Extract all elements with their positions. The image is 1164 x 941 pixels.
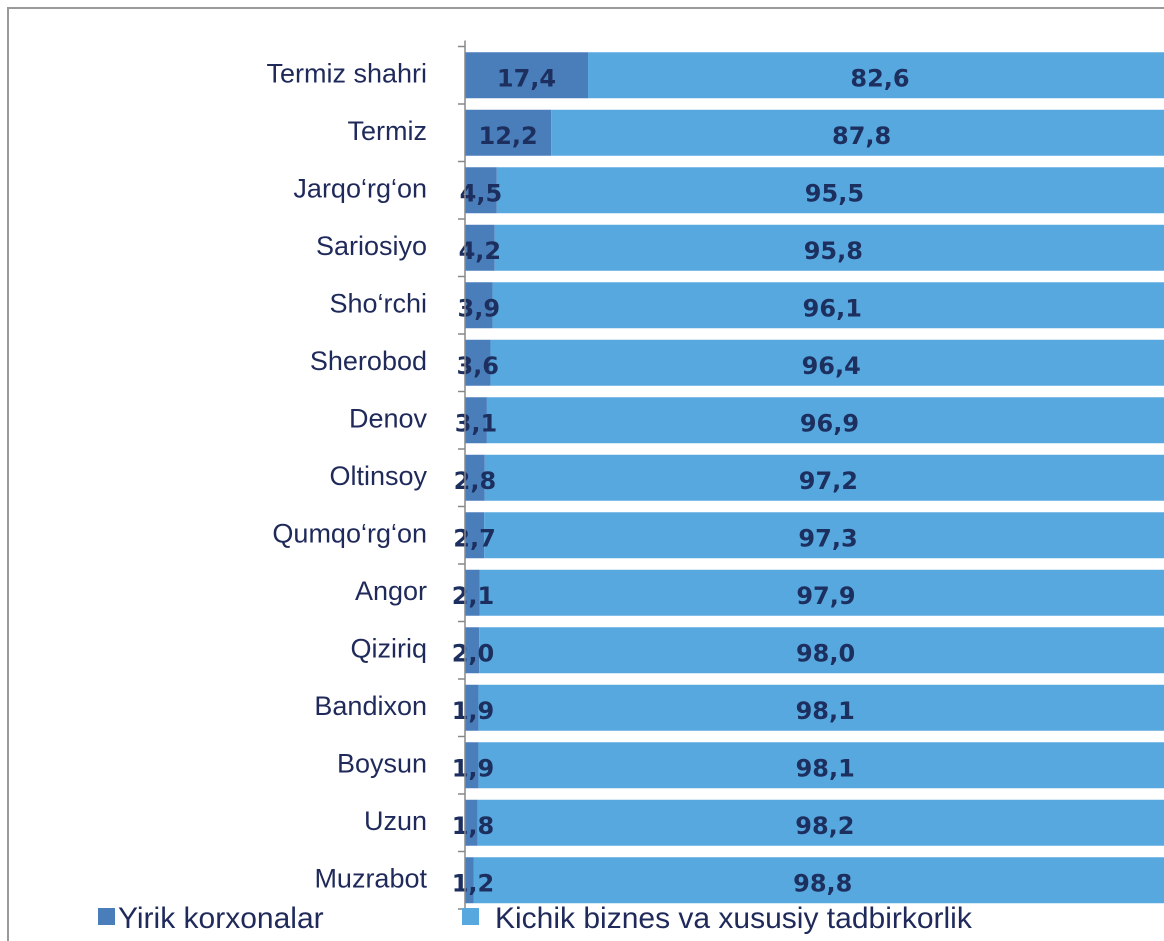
data-label: 1,9 xyxy=(452,754,495,782)
bar xyxy=(492,282,1164,329)
bar xyxy=(478,742,1164,789)
data-label: 87,8 xyxy=(832,122,891,150)
bar xyxy=(465,109,552,156)
bar xyxy=(551,109,1164,156)
bar xyxy=(465,454,485,501)
data-label: 98,8 xyxy=(793,869,852,897)
legend-swatch xyxy=(462,908,479,925)
bar xyxy=(465,282,493,329)
bar xyxy=(465,799,478,846)
data-label: 96,9 xyxy=(800,409,859,437)
data-label: 95,8 xyxy=(804,237,863,265)
bar xyxy=(465,627,480,674)
bar xyxy=(477,799,1164,846)
bar xyxy=(465,52,589,99)
y-tick-label: Qumqo‘rg‘on xyxy=(272,518,427,548)
bar xyxy=(465,224,495,271)
y-tick-label: Denov xyxy=(349,403,428,433)
y-tick-label: Uzun xyxy=(364,806,427,836)
bar xyxy=(484,454,1164,501)
y-tick-label: Sariosiyo xyxy=(316,231,427,261)
data-label: 97,2 xyxy=(799,467,858,495)
y-tick-label: Sherobod xyxy=(310,346,427,376)
bar xyxy=(496,167,1164,214)
bar xyxy=(479,627,1164,674)
y-tick-label: Angor xyxy=(355,576,427,606)
data-label: 4,5 xyxy=(460,179,503,207)
y-tick-label: Bandixon xyxy=(314,691,427,721)
y-tick-label: Muzrabot xyxy=(314,863,427,893)
y-tick-label: Qiziriq xyxy=(350,633,427,663)
y-tick-label: Termiz xyxy=(348,116,428,146)
data-label: 3,9 xyxy=(458,294,501,322)
bar xyxy=(494,224,1164,271)
y-tick-label: Jarqo‘rg‘on xyxy=(293,173,427,203)
data-label: 1,2 xyxy=(452,869,495,897)
data-label: 2,7 xyxy=(453,524,496,552)
bar xyxy=(479,569,1164,616)
bar xyxy=(478,684,1164,731)
bar xyxy=(486,397,1164,444)
data-label: 98,1 xyxy=(796,697,855,725)
bar xyxy=(465,569,480,616)
data-label: 1,9 xyxy=(452,697,495,725)
data-label: 12,2 xyxy=(479,122,538,150)
data-label: 98,0 xyxy=(796,639,855,667)
data-label: 96,4 xyxy=(802,352,861,380)
data-label: 96,1 xyxy=(803,294,862,322)
bar xyxy=(465,857,474,904)
data-label: 3,1 xyxy=(455,409,498,437)
chart-border xyxy=(7,7,1164,941)
data-label: 2,1 xyxy=(452,582,495,610)
bar xyxy=(465,167,497,214)
data-label: 97,3 xyxy=(798,524,857,552)
bar xyxy=(588,52,1164,99)
data-label: 2,0 xyxy=(452,639,495,667)
data-label: 17,4 xyxy=(497,64,556,92)
y-tick-label: Oltinsoy xyxy=(329,461,427,491)
legend-label: Yirik korxonalar xyxy=(118,902,324,935)
data-label: 95,5 xyxy=(805,179,864,207)
bar xyxy=(465,684,479,731)
legend-swatch xyxy=(98,908,115,925)
bar xyxy=(465,397,487,444)
data-label: 1,8 xyxy=(452,812,495,840)
bar xyxy=(490,339,1164,386)
bar xyxy=(473,857,1164,904)
bar xyxy=(484,512,1164,559)
bar xyxy=(465,742,479,789)
bar xyxy=(465,512,485,559)
data-label: 3,6 xyxy=(456,352,499,380)
y-tick-label: Sho‘rchi xyxy=(329,288,427,318)
y-tick-label: Boysun xyxy=(337,748,427,778)
data-label: 82,6 xyxy=(850,64,909,92)
y-tick-label: Termiz shahri xyxy=(266,58,427,88)
data-label: 98,2 xyxy=(795,812,854,840)
data-label: 2,8 xyxy=(454,467,497,495)
legend-label: Kichik biznes va xususiy tadbirkorlik xyxy=(495,902,973,935)
data-label: 97,9 xyxy=(796,582,855,610)
bar xyxy=(465,339,491,386)
data-label: 98,1 xyxy=(796,754,855,782)
